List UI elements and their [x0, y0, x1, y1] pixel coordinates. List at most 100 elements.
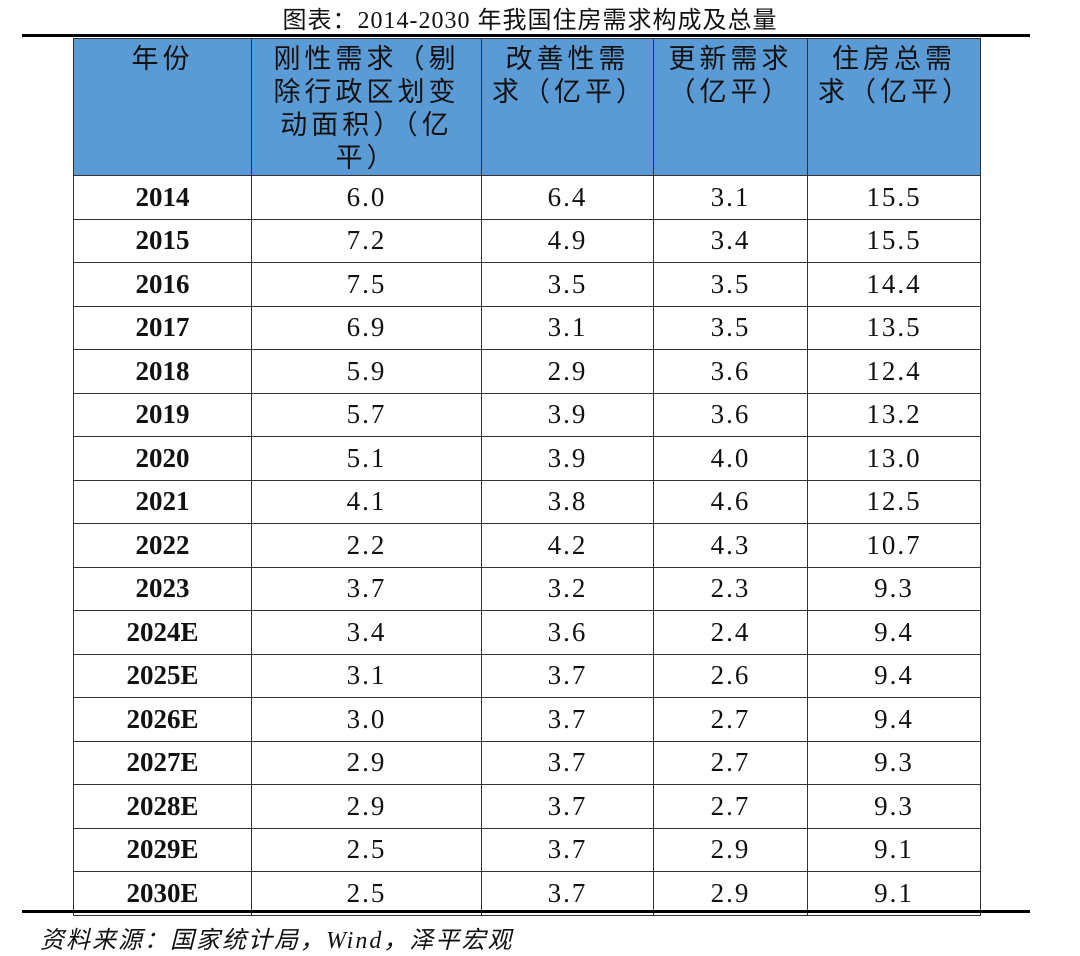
value-cell: 3.7: [251, 566, 482, 611]
value-cell: 2.6: [653, 653, 808, 698]
value-cell: 2.5: [251, 827, 482, 872]
value-cell: 3.4: [653, 218, 808, 263]
value-cell: 7.5: [251, 262, 482, 307]
value-cell: 2.9: [251, 784, 482, 829]
value-cell: 3.7: [481, 871, 654, 916]
table-row: 2027E 2.9 3.7 2.7 9.3: [73, 740, 981, 785]
year-cell: 2023: [73, 566, 252, 611]
value-cell: 6.9: [251, 305, 482, 350]
year-cell: 2022: [73, 523, 252, 568]
value-cell: 3.6: [653, 349, 808, 394]
value-cell: 9.1: [807, 827, 981, 872]
value-cell: 9.3: [807, 784, 981, 829]
value-cell: 3.7: [481, 784, 654, 829]
year-cell: 2015: [73, 218, 252, 263]
value-cell: 12.5: [807, 479, 981, 524]
value-cell: 9.3: [807, 740, 981, 785]
header-cell: 改善性需求（亿平）: [481, 38, 654, 176]
value-cell: 3.5: [653, 262, 808, 307]
table-row: 2022 2.2 4.2 4.3 10.7: [73, 523, 981, 568]
value-cell: 5.1: [251, 436, 482, 481]
value-cell: 3.6: [481, 610, 654, 655]
value-cell: 2.9: [481, 349, 654, 394]
value-cell: 2.2: [251, 523, 482, 568]
value-cell: 13.5: [807, 305, 981, 350]
value-cell: 12.4: [807, 349, 981, 394]
year-cell: 2021: [73, 479, 252, 524]
table-row: 2029E 2.5 3.7 2.9 9.1: [73, 827, 981, 872]
value-cell: 3.1: [251, 653, 482, 698]
table-row: 2014 6.0 6.4 3.1 15.5: [73, 175, 981, 220]
table-row: 2017 6.9 3.1 3.5 13.5: [73, 305, 981, 350]
value-cell: 3.6: [653, 392, 808, 437]
year-cell: 2030E: [73, 871, 252, 916]
value-cell: 2.7: [653, 697, 808, 742]
value-cell: 14.4: [807, 262, 981, 307]
year-cell: 2024E: [73, 610, 252, 655]
year-cell: 2025E: [73, 653, 252, 698]
year-cell: 2018: [73, 349, 252, 394]
value-cell: 2.4: [653, 610, 808, 655]
value-cell: 9.4: [807, 697, 981, 742]
value-cell: 5.9: [251, 349, 482, 394]
year-cell: 2029E: [73, 827, 252, 872]
value-cell: 4.3: [653, 523, 808, 568]
year-cell: 2028E: [73, 784, 252, 829]
value-cell: 2.9: [653, 871, 808, 916]
year-cell: 2014: [73, 175, 252, 220]
value-cell: 3.1: [653, 175, 808, 220]
value-cell: 2.9: [251, 740, 482, 785]
value-cell: 7.2: [251, 218, 482, 263]
table-row: 2018 5.9 2.9 3.6 12.4: [73, 349, 981, 394]
value-cell: 3.7: [481, 740, 654, 785]
title: 图表：2014-2030 年我国住房需求构成及总量: [282, 8, 778, 34]
value-cell: 2.7: [653, 740, 808, 785]
table-row: 2030E 2.5 3.7 2.9 9.1: [73, 871, 981, 916]
value-cell: 2.7: [653, 784, 808, 829]
table-row: 2021 4.1 3.8 4.6 12.5: [73, 479, 981, 524]
value-cell: 3.7: [481, 653, 654, 698]
value-cell: 3.8: [481, 479, 654, 524]
table-row: 2015 7.2 4.9 3.4 15.5: [73, 218, 981, 263]
value-cell: 9.4: [807, 653, 981, 698]
value-cell: 4.9: [481, 218, 654, 263]
bottom-rule: [22, 910, 1030, 913]
value-cell: 9.1: [807, 871, 981, 916]
value-cell: 2.9: [653, 827, 808, 872]
source: 资料来源：国家统计局，Wind，泽平宏观: [40, 928, 514, 954]
table-row: 2016 7.5 3.5 3.5 14.4: [73, 262, 981, 307]
value-cell: 3.0: [251, 697, 482, 742]
table: 年份 刚性需求（剔除行政区划变动面积）（亿平） 改善性需求（亿平） 更新需求（亿平）住…: [73, 38, 981, 916]
year-cell: 2019: [73, 392, 252, 437]
value-cell: 3.7: [481, 827, 654, 872]
year-cell: 2020: [73, 436, 252, 481]
table-row: 2028E 2.9 3.7 2.7 9.3: [73, 784, 981, 829]
table-row: 2024E 3.4 3.6 2.4 9.4: [73, 610, 981, 655]
table-row: 2026E 3.0 3.7 2.7 9.4: [73, 697, 981, 742]
header-cell: 更新需求（亿平）: [653, 38, 808, 176]
value-cell: 15.5: [807, 175, 981, 220]
value-cell: 3.4: [251, 610, 482, 655]
value-cell: 2.5: [251, 871, 482, 916]
value-cell: 6.4: [481, 175, 654, 220]
value-cell: 10.7: [807, 523, 981, 568]
value-cell: 3.5: [481, 262, 654, 307]
year-cell: 2026E: [73, 697, 252, 742]
value-cell: 3.1: [481, 305, 654, 350]
table-row: 2023 3.7 3.2 2.3 9.3: [73, 566, 981, 611]
value-cell: 15.5: [807, 218, 981, 263]
table-row: 2019 5.7 3.9 3.6 13.2: [73, 392, 981, 437]
value-cell: 3.9: [481, 436, 654, 481]
value-cell: 2.3: [653, 566, 808, 611]
value-cell: 13.0: [807, 436, 981, 481]
year-cell: 2027E: [73, 740, 252, 785]
value-cell: 4.6: [653, 479, 808, 524]
value-cell: 9.3: [807, 566, 981, 611]
header-cell: 刚性需求（剔除行政区划变动面积）（亿平）: [251, 38, 482, 176]
header-cell: 住房总需求（亿平）: [807, 38, 981, 176]
table-row: 2020 5.1 3.9 4.0 13.0: [73, 436, 981, 481]
value-cell: 6.0: [251, 175, 482, 220]
value-cell: 13.2: [807, 392, 981, 437]
value-cell: 4.1: [251, 479, 482, 524]
